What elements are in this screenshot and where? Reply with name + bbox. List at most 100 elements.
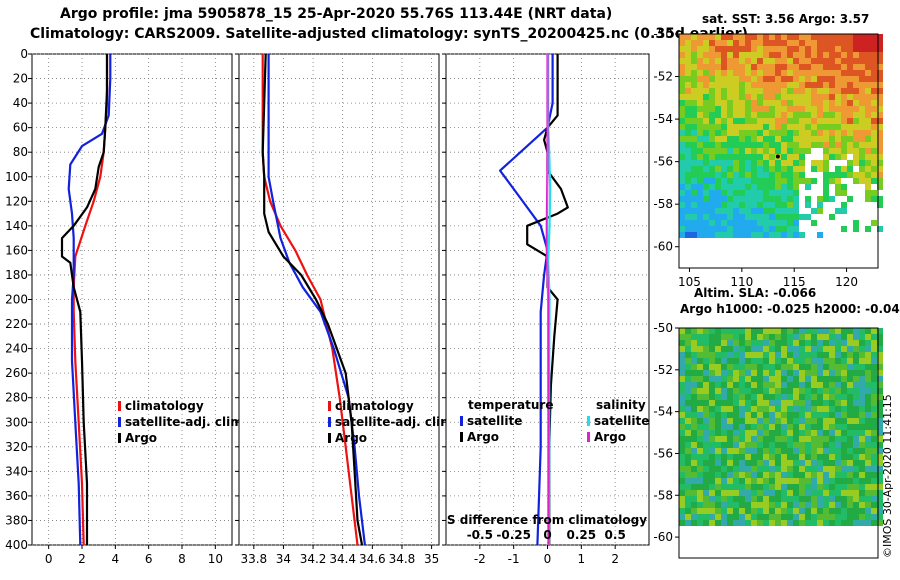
- sst-cell: [805, 94, 811, 100]
- sst-cell: [697, 178, 703, 184]
- sla-cell: [751, 406, 757, 412]
- sst-cell: [781, 202, 787, 208]
- sla-cell: [709, 448, 715, 454]
- sla-cell: [763, 448, 769, 454]
- sla-cell: [715, 442, 721, 448]
- sla-cell: [703, 460, 709, 466]
- sst-cell: [757, 160, 763, 166]
- sst-cell: [865, 52, 871, 58]
- sst-cell: [769, 196, 775, 202]
- sst-cell: [829, 232, 835, 238]
- sla-cell: [679, 460, 685, 466]
- sla-cell: [715, 370, 721, 376]
- sst-cell: [685, 58, 691, 64]
- sla-cell: [787, 334, 793, 340]
- sst-cell: [703, 34, 709, 40]
- sla-cell: [769, 352, 775, 358]
- sst-cell: [823, 214, 829, 220]
- sla-cell: [739, 454, 745, 460]
- sst-cell: [817, 34, 823, 40]
- sla-cell: [727, 394, 733, 400]
- sst-cell: [817, 106, 823, 112]
- sla-cell: [721, 364, 727, 370]
- sst-cell: [865, 64, 871, 70]
- sla-cell: [727, 454, 733, 460]
- sla-cell: [877, 418, 883, 424]
- sst-cell: [733, 94, 739, 100]
- sst-cell: [859, 190, 865, 196]
- sla-cell: [793, 340, 799, 346]
- sla-cell: [715, 394, 721, 400]
- sla-cell: [847, 376, 853, 382]
- sst-cell: [817, 76, 823, 82]
- sst-cell: [727, 220, 733, 226]
- sst-cell: [727, 142, 733, 148]
- sst-cell: [817, 52, 823, 58]
- sst-cell: [769, 220, 775, 226]
- sla-cell: [823, 466, 829, 472]
- sla-cell: [697, 376, 703, 382]
- sst-cell: [685, 148, 691, 154]
- sla-cell: [739, 424, 745, 430]
- sla-cell: [865, 406, 871, 412]
- sst-cell: [769, 118, 775, 124]
- sla-cell: [877, 334, 883, 340]
- sst-cell: [871, 64, 877, 70]
- sst-cell: [835, 226, 841, 232]
- sla-cell: [691, 508, 697, 514]
- sla-cell: [781, 490, 787, 496]
- sla-cell: [679, 478, 685, 484]
- sst-cell: [787, 94, 793, 100]
- sla-cell: [859, 472, 865, 478]
- sla-cell: [835, 442, 841, 448]
- sla-cell: [817, 364, 823, 370]
- sla-cell: [685, 382, 691, 388]
- sst-cell: [811, 88, 817, 94]
- sst-cell: [775, 142, 781, 148]
- sla-cell: [799, 448, 805, 454]
- sst-cell: [709, 196, 715, 202]
- sla-cell: [793, 418, 799, 424]
- sst-cell: [829, 82, 835, 88]
- sst-cell: [685, 94, 691, 100]
- sla-cell: [763, 466, 769, 472]
- sla-cell: [739, 400, 745, 406]
- sla-cell: [709, 460, 715, 466]
- sla-cell: [823, 394, 829, 400]
- sst-cell: [865, 178, 871, 184]
- sla-cell: [847, 484, 853, 490]
- sla-cell: [865, 340, 871, 346]
- sst-cell: [703, 46, 709, 52]
- sla-cell: [733, 418, 739, 424]
- sla-cell: [835, 520, 841, 526]
- sst-cell: [847, 160, 853, 166]
- sla-cell: [685, 514, 691, 520]
- sst-cell: [877, 70, 883, 76]
- sla-cell: [775, 484, 781, 490]
- sst-cell: [829, 184, 835, 190]
- sst-cell: [751, 46, 757, 52]
- sla-cell: [733, 436, 739, 442]
- sst-cell: [871, 196, 877, 202]
- sla-cell: [757, 340, 763, 346]
- sst-cell: [853, 154, 859, 160]
- y-tick-label: 200: [5, 293, 28, 307]
- sla-cell: [757, 424, 763, 430]
- sla-cell: [721, 520, 727, 526]
- sst-cell: [823, 88, 829, 94]
- sst-cell: [877, 178, 883, 184]
- sla-cell: [679, 394, 685, 400]
- sst-cell: [721, 70, 727, 76]
- sst-cell: [739, 46, 745, 52]
- sla-cell: [859, 358, 865, 364]
- sst-cell: [685, 214, 691, 220]
- sla-cell: [757, 346, 763, 352]
- sst-cell: [733, 142, 739, 148]
- sla-cell: [769, 514, 775, 520]
- sst-cell: [859, 214, 865, 220]
- sst-cell: [817, 172, 823, 178]
- sst-cell: [793, 124, 799, 130]
- sst-cell: [763, 46, 769, 52]
- sla-cell: [751, 484, 757, 490]
- sst-cell: [745, 106, 751, 112]
